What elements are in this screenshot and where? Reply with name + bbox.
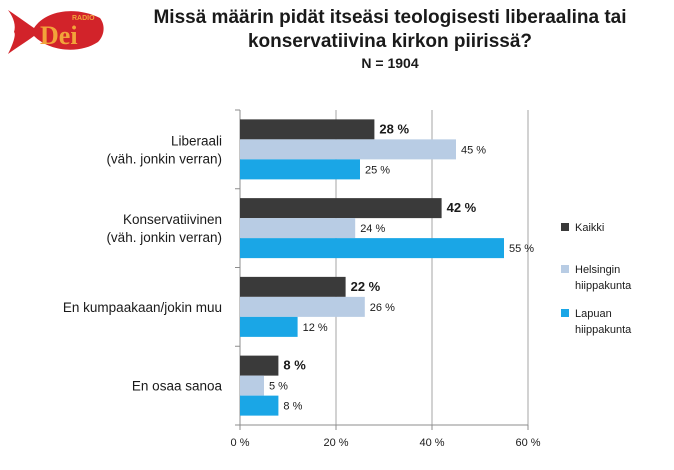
logo-small-text: RADIO (72, 15, 95, 22)
data-label: 8 % (283, 401, 302, 413)
bar (240, 159, 360, 180)
bar (240, 218, 356, 239)
legend-label: Kaikki (575, 222, 604, 234)
data-label: 25 % (365, 164, 390, 176)
bar (240, 296, 365, 317)
legend-label: hiippakunta (575, 324, 632, 336)
bar (240, 198, 442, 219)
bar (240, 395, 279, 416)
category-label: Liberaali (171, 133, 222, 148)
data-label: 42 % (447, 200, 477, 215)
data-label: 22 % (351, 279, 381, 294)
chart-subtitle: N = 1904 (361, 55, 419, 71)
x-tick-label: 0 % (231, 437, 250, 449)
category-label: En kumpaakaan/jokin muu (63, 300, 222, 315)
data-label: 28 % (379, 121, 409, 136)
legend-swatch (561, 223, 569, 231)
logo-brand-text: Dei (40, 21, 78, 50)
data-label: 26 % (370, 302, 395, 314)
data-label: 8 % (283, 358, 306, 373)
chart-title: Missä määrin pidät itseäsi teologisesti … (110, 6, 670, 72)
x-tick-label: 40 % (419, 437, 444, 449)
category-label: (väh. jonkin verran) (106, 151, 222, 166)
x-tick-label: 20 % (323, 437, 348, 449)
fish-logo-icon (8, 10, 104, 54)
data-label: 45 % (461, 144, 486, 156)
bar (240, 375, 264, 396)
category-label: (väh. jonkin verran) (106, 230, 222, 245)
x-tick-label: 60 % (515, 437, 540, 449)
bar (240, 238, 504, 259)
bar (240, 119, 375, 140)
data-label: 24 % (360, 223, 385, 235)
bar (240, 276, 346, 297)
category-label: Konservatiivinen (123, 212, 222, 227)
title-line-2: konservatiivina kirkon piirissä? (247, 31, 533, 52)
bar (240, 139, 456, 160)
title-line-1: Missä määrin pidät itseäsi teologisesti … (153, 7, 627, 28)
data-label: 5 % (269, 381, 288, 393)
legend-label: Lapuan (575, 308, 612, 320)
data-label: 12 % (303, 322, 328, 334)
data-label: 55 % (509, 243, 534, 255)
category-label: En osaa sanoa (132, 379, 223, 394)
legend-swatch (561, 309, 569, 317)
legend-swatch (561, 265, 569, 273)
legend-label: Helsingin (575, 264, 620, 276)
bar (240, 355, 279, 376)
radio-dei-logo: RADIO Dei (8, 10, 104, 54)
legend-label: hiippakunta (575, 280, 632, 292)
bar (240, 316, 298, 337)
